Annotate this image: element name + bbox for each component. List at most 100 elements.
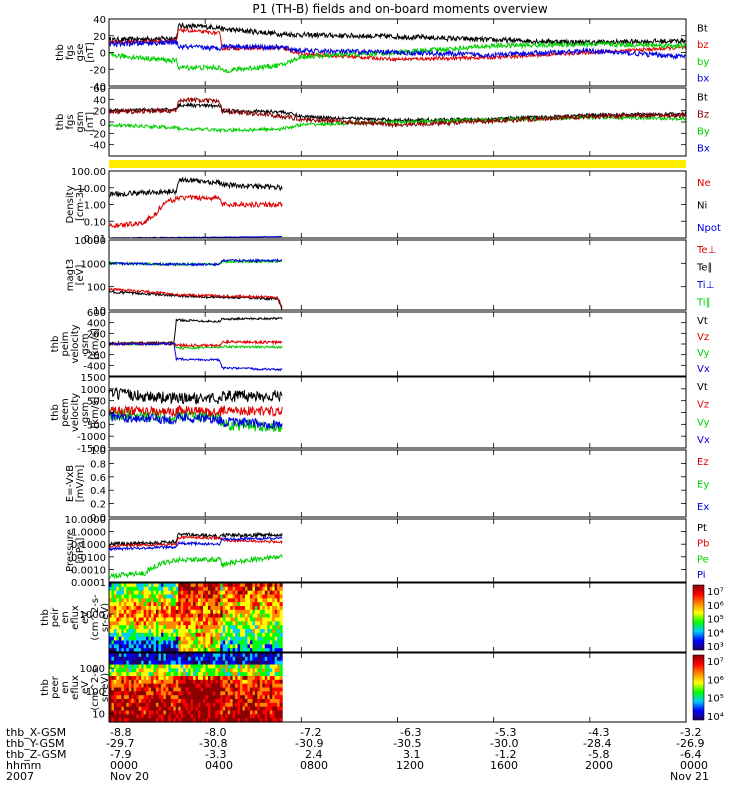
spectrogram-cell [173,644,177,649]
spectrogram-cell [267,683,271,689]
spectrogram-cell [200,699,204,704]
spectrogram-cell [178,702,182,708]
spectrogram-cell [230,609,234,615]
spectrogram-cell [111,656,115,662]
spectrogram-cell [138,672,142,677]
spectrogram-cell [178,613,182,619]
spectrogram-cell [116,648,120,653]
spectrogram-cell [185,644,189,649]
spectrogram-cell [212,583,216,588]
spectrogram-cell [146,710,150,715]
spectrogram-cell [143,672,147,677]
spectrogram-cell [217,586,221,592]
y-tick-label: -40 [90,141,106,152]
spectrogram-cell [254,613,258,619]
spectrogram-cell [240,613,244,619]
y-tick-label: -200 [83,351,106,362]
spectrogram-cell [138,632,142,638]
spectrogram-cell [126,632,130,638]
spectrogram-cell [143,702,147,708]
spectrogram-cell [235,718,239,723]
spectrogram-cell [230,640,234,645]
cell: -7.9 [110,748,132,761]
spectrogram-cell [116,606,120,611]
spectrogram-cell [274,676,278,681]
spectrogram-cell [153,613,157,619]
spectrogram-cell [252,583,256,588]
spectrogram-cell [113,668,118,673]
spectrogram-cell [249,613,254,619]
spectrogram-cell [217,640,221,645]
legend-entry: Npot [697,223,721,234]
spectrogram-cell [118,718,122,723]
spectrogram-cell [215,629,219,634]
spectrogram-cell [247,606,251,611]
spectrogram-cell [118,714,122,719]
spectrogram-cell [151,676,155,681]
spectrogram-cell [141,660,145,666]
spectrogram-cell [242,699,246,704]
spectrogram-cell [136,714,140,719]
spectrogram-cell [163,648,167,653]
spectrogram-cell [235,660,239,666]
spectrogram-cell [237,602,241,607]
spectrogram-cell [180,632,184,638]
spectrogram-cell [133,636,137,642]
spectrogram-cell [207,710,211,715]
spectrogram-cell [136,668,140,673]
spectrogram-cell [188,706,192,712]
spectrogram-cell [217,695,221,700]
spectrogram-cell [227,590,231,596]
spectrogram-cell [274,602,278,607]
spectrogram-cell [249,702,254,708]
spectrogram-cell [190,672,194,677]
spectrogram-cell [188,640,192,645]
spectrogram-cell [227,687,231,692]
spectrogram-cell [279,590,283,596]
spectrogram-cell [207,687,211,692]
legend-entry: bz [697,40,709,51]
spectrogram-cell [193,687,197,692]
spectrogram-cell [200,653,204,658]
spectrogram-cell [126,621,130,626]
y-tick-label: 0 [100,49,106,60]
spectrogram-cell [279,706,283,712]
spectrogram-cell [183,583,187,588]
spectrogram-cell [178,602,182,607]
row-label: thb_Y-GSM [6,737,65,750]
spectrogram-cell [249,699,254,704]
spectrogram-cell [148,706,152,712]
spectrogram-cell [247,602,251,607]
spectrogram-cell [151,706,155,712]
spectrogram-cell [158,668,162,673]
spectrogram-cell [138,648,142,653]
spectrogram-cell [222,632,226,638]
spectrogram-cell [136,672,140,677]
spectrogram-cell [200,586,204,592]
spectrogram-cell [259,699,263,704]
spectrogram-cell [138,629,142,634]
spectrogram-cell [195,602,199,607]
spectrogram-cell [262,606,266,611]
spectrogram-cell [200,590,204,596]
spectrogram-cell [254,656,258,662]
spectrogram-cell [121,590,125,596]
spectrogram-cell [252,629,256,634]
spectrogram-cell [237,632,241,638]
spectrogram-cell [148,683,152,689]
spectrogram-cell [136,594,140,599]
spectrogram-cell [143,664,147,669]
spectrogram-cell [153,598,157,603]
spectrogram-cell [148,660,152,666]
spectrogram-cell [259,714,263,719]
spectrogram-cell [175,617,179,622]
spectrogram-cell [175,602,179,607]
spectrogram-cell [215,656,219,662]
spectrogram-cell [175,621,179,626]
spectrogram-cell [151,606,155,611]
spectrogram-cell [264,629,268,634]
spectrogram-cell [170,687,174,692]
spectrogram-cell [170,621,174,626]
spectrogram-cell [249,632,254,638]
spectrogram-cell [198,621,202,626]
